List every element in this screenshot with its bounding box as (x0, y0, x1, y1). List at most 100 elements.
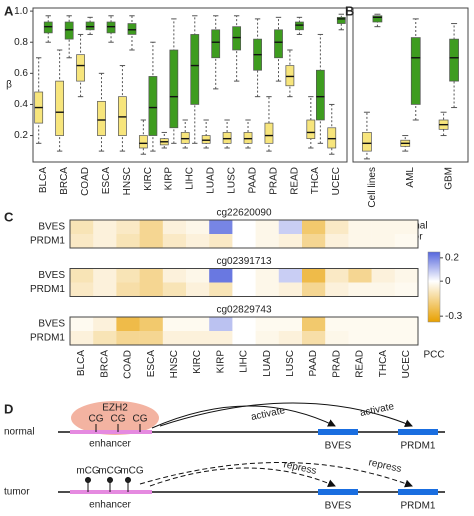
arrow (159, 402, 413, 428)
site-label: mCG (120, 466, 144, 477)
heat-cell (302, 331, 326, 345)
heat-cell (209, 317, 233, 331)
heat-cell (232, 317, 256, 331)
effect-label: repress (368, 457, 403, 475)
heat-cell (348, 268, 372, 283)
heat-cell (302, 282, 326, 297)
region-label: enhancer (89, 439, 131, 450)
heat-cell (325, 234, 349, 248)
heat-cell (70, 234, 94, 248)
box (295, 21, 304, 31)
gene (318, 489, 358, 495)
heat-cell (162, 282, 187, 297)
box (97, 100, 106, 136)
box (232, 26, 242, 51)
x-tick-label: LUAD (262, 350, 273, 377)
heat-cell (232, 268, 256, 283)
heat-cell (371, 282, 396, 297)
heat-cell (186, 220, 210, 234)
box (76, 54, 85, 82)
gene-label: BVES (325, 501, 352, 512)
heat-cell (232, 220, 256, 234)
heat-cell (209, 282, 233, 297)
x-tick-label: BLCA (76, 350, 87, 376)
heat-cell (278, 317, 303, 331)
gene-label: PRDM1 (400, 441, 435, 452)
panel-label: B (345, 3, 354, 18)
heat-cell (162, 220, 187, 234)
heat-cell (348, 234, 372, 248)
heat-cell (70, 220, 94, 234)
heat-cell (348, 220, 372, 234)
x-tick-label: KIRC (143, 167, 154, 191)
box (148, 76, 158, 136)
heat-cell (139, 220, 164, 234)
x-tick-label: THCA (310, 167, 321, 195)
heat-cell (162, 317, 187, 331)
box (211, 29, 221, 59)
box (316, 69, 325, 121)
panel-label: D (4, 401, 13, 416)
heat-cell (70, 282, 94, 297)
heat-cell (394, 282, 419, 297)
site-label: mCG (76, 466, 100, 477)
colorbar-label: PCC (423, 350, 444, 361)
block-frame (69, 268, 419, 297)
gene (398, 429, 438, 435)
heat-cell (394, 234, 419, 248)
x-tick-label: KIRP (215, 350, 226, 374)
heat-cell (162, 331, 187, 345)
arrow (151, 405, 336, 429)
x-tick-label: COAD (80, 167, 91, 196)
heat-cell (394, 268, 419, 283)
x-tick-label: LUSC (227, 167, 238, 194)
heat-cell (371, 268, 396, 283)
x-tick-label: UCEC (401, 350, 412, 378)
gene-label: BVES (325, 441, 352, 452)
box (362, 132, 372, 152)
heat-cell (209, 220, 233, 234)
colorbar (427, 251, 441, 323)
y-tick-label: 1.0 (14, 6, 28, 17)
heat-cell (302, 317, 326, 331)
box (85, 21, 95, 31)
block-title: cg02829743 (216, 305, 271, 316)
heat-cell (93, 234, 117, 248)
block-frame (69, 316, 419, 346)
x-tick-label: BRCA (59, 167, 70, 195)
x-tick-label: LUSC (285, 350, 296, 377)
heat-cell (209, 268, 233, 283)
x-tick-label: UCEC (331, 167, 342, 195)
gene (318, 429, 358, 435)
box (306, 119, 316, 140)
heat-cell (209, 331, 233, 345)
heat-cell (93, 268, 117, 283)
heat-cell (278, 268, 303, 283)
gene (398, 489, 438, 495)
row-label: PRDM1 (30, 284, 65, 295)
x-tick-label: KIRC (192, 350, 203, 374)
heat-cell (255, 234, 280, 248)
box (410, 37, 421, 105)
colorbar-tick-label: 0 (445, 276, 451, 287)
heat-cell (255, 317, 280, 331)
box (106, 21, 116, 34)
block-title: cg22620090 (216, 208, 271, 219)
panel-label: A (4, 3, 14, 18)
effect-label: activate (250, 405, 286, 423)
x-tick-label: GBM (443, 167, 454, 190)
heat-cell (325, 268, 349, 283)
heat-cell (278, 234, 303, 248)
row-label: BVES (38, 319, 65, 330)
colorbar-tick-label: -0.3 (445, 311, 463, 322)
gene-label: PRDM1 (400, 501, 435, 512)
x-tick-label: READ (355, 350, 366, 378)
heat-cell (348, 282, 372, 297)
heat-cell (302, 268, 326, 283)
box (222, 132, 232, 144)
heat-cell (325, 317, 349, 331)
box (169, 49, 179, 129)
colorbar-tick-label: 0.2 (445, 252, 459, 263)
heat-cell (278, 220, 303, 234)
box (138, 135, 148, 149)
